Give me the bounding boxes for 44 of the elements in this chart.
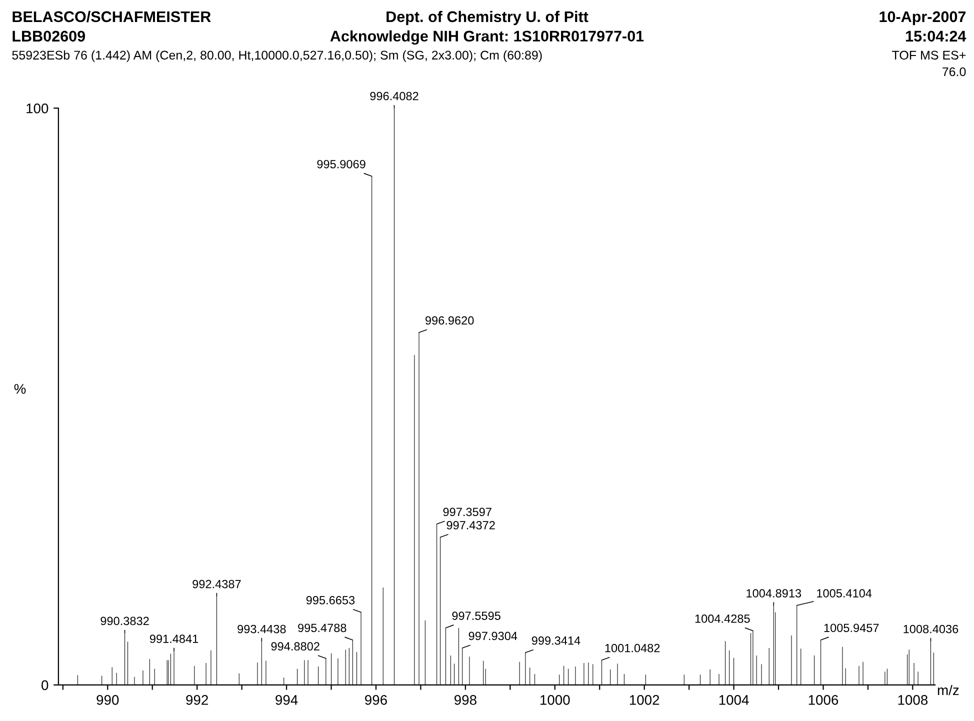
annotation: 995.6653 [306, 596, 355, 604]
x-tick-label: 996 [365, 695, 387, 705]
annotation: 990.3832 [100, 616, 149, 626]
annotation: 1004.8913 [746, 589, 802, 598]
x-tick-label: 990 [96, 695, 119, 705]
x-tick-label: 1006 [808, 695, 838, 705]
x-tick-label: 1000 [540, 695, 570, 705]
x-tick-label: 1008 [898, 695, 928, 705]
y-tick-label: 100 [26, 103, 48, 114]
annotation: 993.4438 [238, 624, 286, 634]
annotation: 996.4082 [370, 92, 418, 100]
annotation: 997.3597 [443, 508, 492, 516]
annotation: 1001.0482 [605, 644, 660, 652]
annotation: 995.4788 [298, 624, 346, 632]
text: 15:04:24 [906, 30, 966, 42]
x-tick-label: 1002 [630, 695, 660, 705]
annotation: 992.4387 [192, 580, 241, 588]
x-tick-label: 998 [454, 695, 476, 705]
text: 55923ESb 76 (1.442) AM (Cen,2, 80.00, Ht,10000.0,527.16,0.50); Sm (SG, 2x3.00); Cm (60:89) [12, 50, 542, 62]
annotation: 997.5595 [452, 612, 500, 620]
annotation: 999.3414 [532, 636, 580, 645]
text: TOF MS ES+ [892, 50, 966, 60]
annotation: 1008.4036 [904, 624, 958, 634]
x-tick-label: 992 [186, 695, 208, 705]
chart-subtitle: Acknowledge NIH Grant: 1S10RR017977-01 [330, 30, 644, 45]
text: LBB02609 [12, 30, 86, 42]
annotation: 991.4841 [150, 634, 198, 644]
annotation: 1005.9457 [824, 624, 879, 632]
text: BELASCO/SCHAFMEISTER [12, 10, 211, 22]
annotation: 995.9069 [317, 160, 366, 168]
text: 76.0 [942, 67, 966, 76]
y-axis-title: % [14, 384, 26, 394]
x-tick-label: 994 [276, 695, 298, 705]
x-tick-label: 1004 [719, 695, 749, 705]
annotation: 997.9304 [468, 632, 518, 640]
text: 10-Apr-2007 [880, 11, 966, 26]
annotation: 994.8802 [271, 642, 320, 651]
annotation: 1004.4285 [695, 614, 750, 623]
y-tick-label: 0 [42, 680, 48, 690]
chart-title: Dept. of Chemistry U. of Pitt [386, 10, 588, 26]
annotation: 1005.4104 [817, 589, 872, 598]
x-axis-title: m/z [938, 684, 959, 696]
annotation: 996.9620 [426, 316, 474, 325]
annotation: 997.4372 [446, 521, 495, 530]
